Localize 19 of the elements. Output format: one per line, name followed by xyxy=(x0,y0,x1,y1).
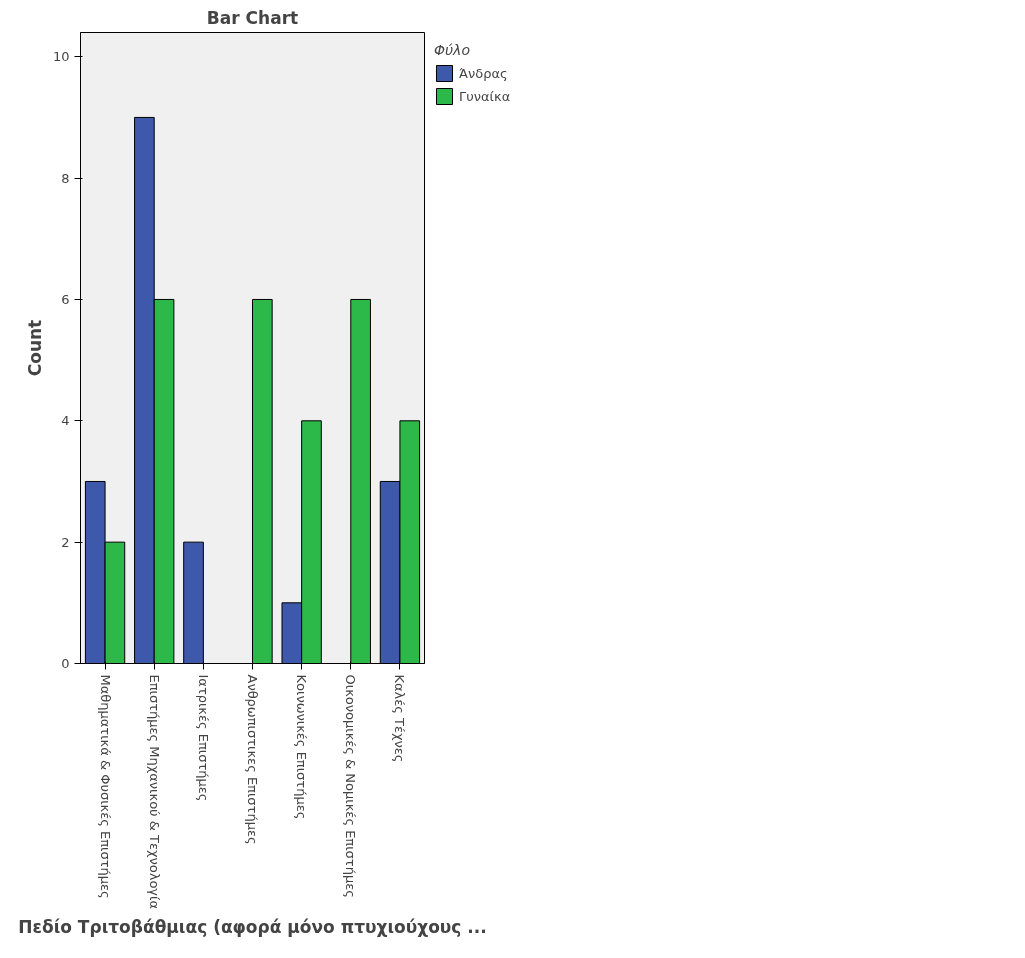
x-tick-label: Οικονομικές & Νομικές Επιστήμες xyxy=(343,674,359,898)
x-tick-label: Κοινωνικές Επιστήμες xyxy=(294,674,310,820)
legend-label: Άνδρας xyxy=(459,65,508,81)
x-tick-label: Ιατρικές Επιστήμες xyxy=(195,674,211,802)
legend-title: Φύλο xyxy=(434,42,471,58)
y-axis-title: Count xyxy=(24,319,45,377)
y-tick-label: 0 xyxy=(61,656,70,671)
x-tick-label: Ανθρωπιστικες Επιστήμες xyxy=(245,674,260,845)
legend-label: Γυναίκα xyxy=(459,88,511,104)
y-tick-label: 6 xyxy=(61,291,70,307)
y-tick-label: 2 xyxy=(61,534,70,550)
chart-title: Bar Chart xyxy=(206,7,299,28)
x-tick-label: Μαθηματικά & Φυσικές Επιστήμες xyxy=(97,674,113,899)
x-tick-label: Καλές Τέχνες xyxy=(392,674,408,763)
x-tick-label: Επιστήμες Μηχανικού & Τεχνολογία xyxy=(146,674,162,910)
y-tick-label: 10 xyxy=(52,49,70,65)
x-axis-title: Πεδίο Τριτοβάθμιας (αφορά μόνο πτυχιούχους ... xyxy=(18,917,487,938)
y-tick-label: 4 xyxy=(61,413,70,429)
y-tick-label: 8 xyxy=(61,170,70,186)
